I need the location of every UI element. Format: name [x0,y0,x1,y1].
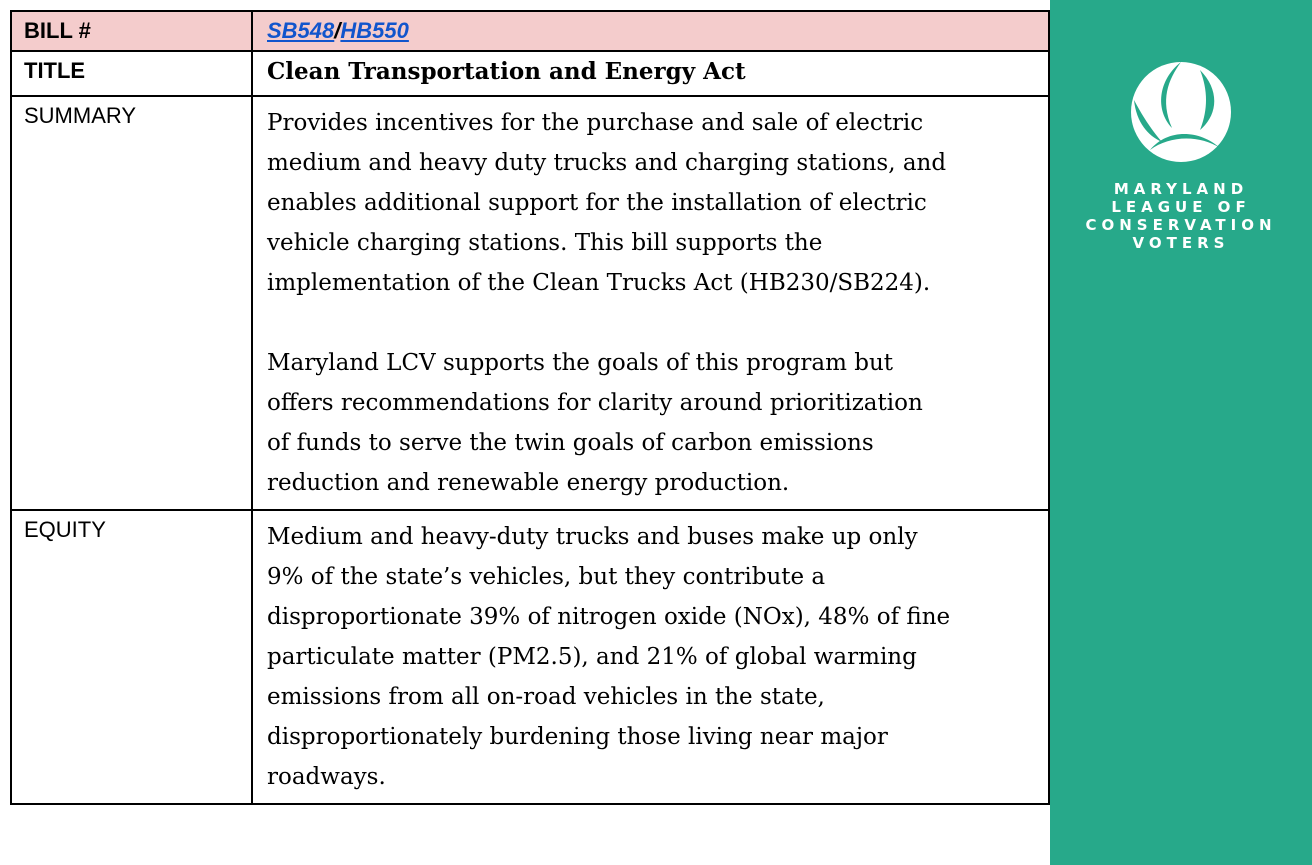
text-line: enables additional support for the insta… [267,190,927,216]
text-line: Medium and heavy-duty trucks and buses m… [267,524,918,550]
text-line: reduction and renewable energy productio… [267,470,790,496]
separator: / [334,18,341,43]
bill-links: SB548/HB550 [251,10,1050,52]
side-panel: MARYLAND LEAGUE OF CONSERVATION VOTERS [1050,0,1312,865]
bill-link[interactable]: SB548 [267,18,335,43]
text-line: Provides incentives for the purchase and… [267,110,924,136]
label: TITLE [10,50,253,97]
text-line: roadways. [267,764,386,790]
text-line: vehicle charging stations. This bill sup… [267,230,823,256]
text-line: disproportionate 39% of nitrogen oxide (… [267,604,951,630]
bill-table: BILL # SB548/HB550 TITLE Clean Transport… [10,10,1050,805]
text-line: of funds to serve the twin goals of carb… [267,430,874,456]
paragraph: Provides incentives for the purchase and… [267,103,1034,303]
summary-row: SUMMARY Provides incentives for the purc… [10,95,1050,511]
text-line: implementation of the Clean Trucks Act (… [267,270,931,296]
bill-row: BILL # SB548/HB550 [10,10,1050,52]
equity: Medium and heavy-duty trucks and buses m… [251,509,1050,805]
equity-row: EQUITY Medium and heavy-duty trucks and … [10,509,1050,805]
text-line: offers recommendations for clarity aroun… [267,390,923,416]
title: Clean Transportation and Energy Act [251,50,1050,97]
text-line: emissions from all on-road vehicles in t… [267,684,825,710]
logo-line: LEAGUE OF [1111,198,1251,216]
label: EQUITY [10,509,253,805]
text-line: particulate matter (PM2.5), and 21% of g… [267,644,917,670]
text-line: 9% of the state’s vehicles, but they con… [267,564,826,590]
bill-link[interactable]: HB550 [340,18,409,43]
text-line: disproportionately burdening those livin… [267,724,888,750]
title-row: TITLE Clean Transportation and Energy Ac… [10,50,1050,97]
paragraph: Maryland LCV supports the goals of this … [267,343,1034,503]
logo-text: MARYLAND LEAGUE OF CONSERVATION VOTERS [1050,180,1312,252]
logo-line: MARYLAND [1113,180,1249,198]
text-line: Maryland LCV supports the goals of this … [267,350,894,376]
logo-line: CONSERVATION [1085,216,1277,234]
logo-line: VOTERS [1132,234,1230,252]
text-line: medium and heavy duty trucks and chargin… [267,150,947,176]
logo-icon [1131,62,1231,162]
label: BILL # [10,10,253,52]
summary: Provides incentives for the purchase and… [251,95,1050,511]
label: SUMMARY [10,95,253,511]
